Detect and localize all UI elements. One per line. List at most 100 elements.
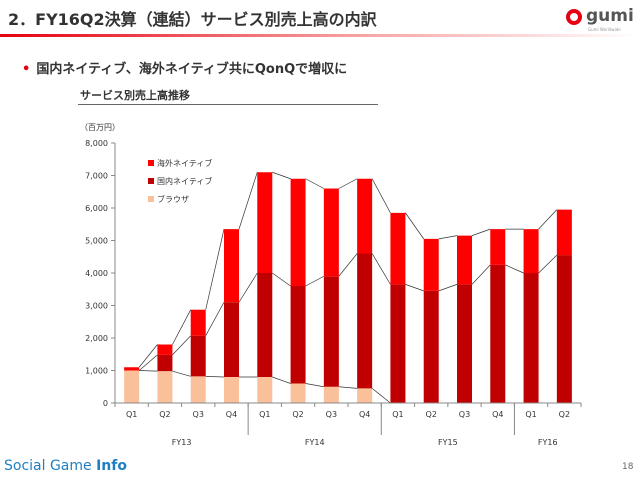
- connector-line: [405, 284, 424, 292]
- bar-segment: [290, 383, 306, 403]
- title-divider: [0, 34, 640, 37]
- x-tick-label: Q1: [525, 410, 536, 419]
- gumi-logo: gumi Gumi Worldwide: [566, 6, 636, 34]
- x-tick-label: Q1: [126, 410, 137, 419]
- y-tick-label: 3,000: [85, 302, 108, 311]
- connector-line: [205, 229, 225, 310]
- bar-segment: [224, 302, 239, 377]
- connector-line: [538, 254, 558, 274]
- bar-segment: [257, 172, 273, 273]
- connector-line: [405, 212, 425, 240]
- bar-segment: [457, 284, 472, 403]
- connector-line: [205, 302, 225, 336]
- x-tick-label: Q4: [226, 410, 237, 419]
- group-label: FY16: [538, 438, 558, 447]
- legend-label: 海外ネイティブ: [157, 158, 212, 168]
- footer-brand-bold: Info: [96, 458, 127, 474]
- unit-label: （百万円）: [80, 123, 120, 132]
- x-tick-label: Q3: [193, 410, 204, 419]
- bar-segment: [157, 344, 173, 355]
- connector-line: [338, 178, 358, 189]
- legend-label: 国内ネイティブ: [157, 176, 212, 186]
- x-tick-label: Q2: [159, 410, 170, 419]
- connector-line: [138, 354, 158, 371]
- bar-segment: [357, 253, 373, 389]
- bar-segment: [423, 238, 439, 291]
- x-tick-label: Q1: [259, 410, 270, 419]
- bar-segment: [523, 229, 539, 273]
- connector-line: [338, 386, 358, 389]
- bullet-point: • 国内ネイティブ、海外ネイティブ共にQonQで増収に: [22, 58, 347, 77]
- connector-line: [371, 178, 391, 214]
- bar-segment: [390, 284, 406, 403]
- bar-segment: [124, 370, 140, 403]
- bar-segment: [390, 212, 406, 285]
- bar-segment: [323, 188, 339, 277]
- connector-line: [505, 264, 524, 274]
- logo-mark-icon: [566, 9, 582, 25]
- axes-layer: 0 1,000 2,000 3,000 4,000 5,000 6,000 7,000 8,00…: [85, 139, 582, 447]
- x-tick-label: Q2: [426, 410, 437, 419]
- connector-line: [538, 209, 558, 230]
- group-label: FY13: [172, 438, 192, 447]
- bullet-text: 国内ネイティブ、海外ネイティブ共にQonQで増収に: [36, 62, 348, 77]
- group-label: FY15: [438, 438, 458, 447]
- y-tick-label: 0: [103, 399, 108, 408]
- page-title: 2．FY16Q2決算（連結）サービス別売上高の内訳: [8, 10, 377, 29]
- bar-segment: [556, 255, 572, 403]
- bar-segment: [224, 377, 239, 403]
- connector-line: [471, 228, 491, 236]
- bar-segment: [257, 273, 273, 377]
- y-tick-label: 6,000: [85, 204, 108, 213]
- x-tick-label: Q4: [492, 410, 503, 419]
- y-tick-label: 8,000: [85, 139, 108, 148]
- group-label: FY14: [305, 438, 325, 447]
- bar-segment: [556, 209, 572, 256]
- connector-line: [305, 178, 325, 189]
- x-tick-label: Q2: [292, 410, 303, 419]
- connector-line: [438, 284, 458, 292]
- bar-segment: [357, 178, 373, 254]
- bar-segment: [357, 388, 373, 403]
- bars-layer: [124, 172, 572, 403]
- bar-segment: [157, 354, 173, 372]
- connector-line: [138, 344, 158, 368]
- connector-line: [305, 275, 325, 287]
- bar-segment: [423, 290, 439, 403]
- bar-segment: [224, 229, 239, 303]
- page-number: 18: [622, 462, 634, 472]
- bullet-marker: •: [22, 62, 31, 77]
- y-tick-label: 7,000: [85, 172, 108, 181]
- legend-swatch: [148, 196, 154, 202]
- logo-subtext: Gumi Worldwide: [588, 27, 621, 32]
- connector-line: [172, 370, 191, 377]
- bar-segment: [190, 309, 206, 336]
- bar-segment: [490, 264, 506, 403]
- bar-segment: [190, 376, 206, 403]
- connector-line: [371, 253, 391, 285]
- logo-text: gumi: [586, 6, 634, 26]
- connector-line: [272, 376, 291, 384]
- bar-segment: [523, 273, 539, 403]
- bar-segment: [257, 377, 273, 403]
- bar-segment: [124, 367, 140, 371]
- bar-segment: [323, 276, 339, 387]
- connector-line: [272, 272, 291, 287]
- connector-line: [238, 172, 258, 230]
- x-tick-label: Q1: [392, 410, 403, 419]
- y-tick-label: 5,000: [85, 237, 108, 246]
- connector-line: [172, 309, 192, 345]
- connector-line: [338, 253, 358, 277]
- bar-segment: [290, 178, 306, 286]
- y-tick-label: 4,000: [85, 269, 108, 278]
- bar-segment: [457, 235, 472, 285]
- legend-swatch: [148, 178, 154, 184]
- footer-brand: Social Game Info: [4, 458, 127, 474]
- bar-segment: [323, 386, 339, 403]
- legend-swatch: [148, 160, 154, 166]
- connector-line: [172, 335, 191, 356]
- connector-line: [438, 235, 458, 240]
- legend-label: ブラウザ: [157, 194, 189, 204]
- x-tick-label: Q4: [359, 410, 370, 419]
